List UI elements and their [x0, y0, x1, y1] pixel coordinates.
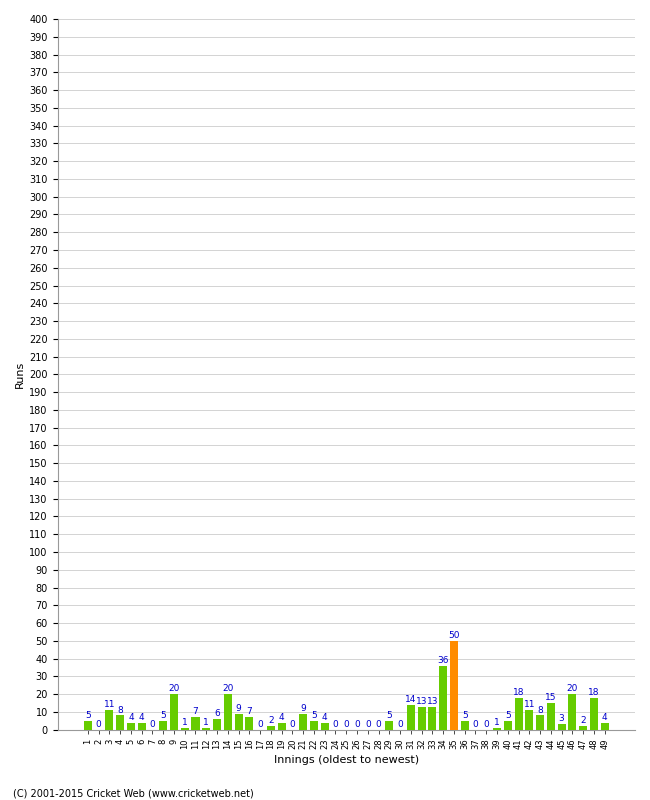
Bar: [278, 722, 286, 730]
Bar: [493, 728, 501, 730]
Text: 0: 0: [96, 720, 101, 729]
Text: 0: 0: [354, 720, 360, 729]
Text: 4: 4: [602, 713, 608, 722]
Text: 8: 8: [537, 706, 543, 714]
Text: (C) 2001-2015 Cricket Web (www.cricketweb.net): (C) 2001-2015 Cricket Web (www.cricketwe…: [13, 788, 254, 798]
Text: 18: 18: [513, 688, 525, 697]
Text: 0: 0: [333, 720, 339, 729]
Text: 15: 15: [545, 693, 556, 702]
Text: 7: 7: [192, 707, 198, 716]
Text: 13: 13: [426, 697, 438, 706]
Text: 4: 4: [279, 713, 285, 722]
Text: 1: 1: [182, 718, 188, 727]
Bar: [84, 721, 92, 730]
Text: 5: 5: [161, 711, 166, 720]
Text: 9: 9: [236, 704, 241, 713]
Bar: [461, 721, 469, 730]
Text: 4: 4: [139, 713, 144, 722]
Bar: [159, 721, 167, 730]
Text: 5: 5: [387, 711, 392, 720]
Bar: [310, 721, 318, 730]
Text: 4: 4: [322, 713, 328, 722]
Text: 14: 14: [405, 695, 417, 704]
Text: 9: 9: [300, 704, 306, 713]
Text: 20: 20: [567, 684, 578, 694]
Bar: [525, 710, 534, 730]
Bar: [558, 724, 566, 730]
Text: 0: 0: [365, 720, 370, 729]
Bar: [138, 722, 146, 730]
Text: 50: 50: [448, 631, 460, 640]
Text: 13: 13: [416, 697, 428, 706]
Text: 2: 2: [268, 716, 274, 726]
Text: 6: 6: [214, 709, 220, 718]
Bar: [320, 722, 329, 730]
Text: 2: 2: [580, 716, 586, 726]
Bar: [181, 728, 188, 730]
Bar: [407, 705, 415, 730]
Bar: [213, 719, 221, 730]
Bar: [536, 715, 544, 730]
Text: 5: 5: [462, 711, 467, 720]
Text: 36: 36: [437, 656, 449, 665]
Text: 20: 20: [168, 684, 179, 694]
X-axis label: Innings (oldest to newest): Innings (oldest to newest): [274, 755, 419, 765]
Text: 0: 0: [473, 720, 478, 729]
Text: 0: 0: [289, 720, 295, 729]
Bar: [504, 721, 512, 730]
Text: 5: 5: [85, 711, 91, 720]
Text: 8: 8: [117, 706, 123, 714]
Bar: [385, 721, 393, 730]
Bar: [428, 706, 436, 730]
Text: 0: 0: [484, 720, 489, 729]
Bar: [515, 698, 523, 730]
Text: 0: 0: [257, 720, 263, 729]
Bar: [116, 715, 124, 730]
Bar: [439, 666, 447, 730]
Bar: [235, 714, 242, 730]
Bar: [245, 718, 254, 730]
Bar: [547, 703, 555, 730]
Text: 7: 7: [246, 707, 252, 716]
Text: 0: 0: [343, 720, 349, 729]
Bar: [105, 710, 113, 730]
Text: 11: 11: [524, 700, 535, 710]
Bar: [127, 722, 135, 730]
Text: 0: 0: [376, 720, 382, 729]
Bar: [417, 706, 426, 730]
Text: 0: 0: [397, 720, 403, 729]
Text: 4: 4: [128, 713, 134, 722]
Text: 3: 3: [559, 714, 564, 723]
Bar: [450, 641, 458, 730]
Bar: [590, 698, 598, 730]
Text: 5: 5: [311, 711, 317, 720]
Bar: [601, 722, 609, 730]
Bar: [299, 714, 307, 730]
Bar: [568, 694, 577, 730]
Bar: [202, 728, 211, 730]
Bar: [579, 726, 587, 730]
Text: 18: 18: [588, 688, 600, 697]
Text: 11: 11: [103, 700, 115, 710]
Bar: [224, 694, 232, 730]
Text: 1: 1: [494, 718, 500, 727]
Text: 1: 1: [203, 718, 209, 727]
Bar: [267, 726, 275, 730]
Text: 20: 20: [222, 684, 233, 694]
Text: 0: 0: [150, 720, 155, 729]
Bar: [192, 718, 200, 730]
Y-axis label: Runs: Runs: [15, 361, 25, 388]
Text: 5: 5: [505, 711, 511, 720]
Bar: [170, 694, 178, 730]
